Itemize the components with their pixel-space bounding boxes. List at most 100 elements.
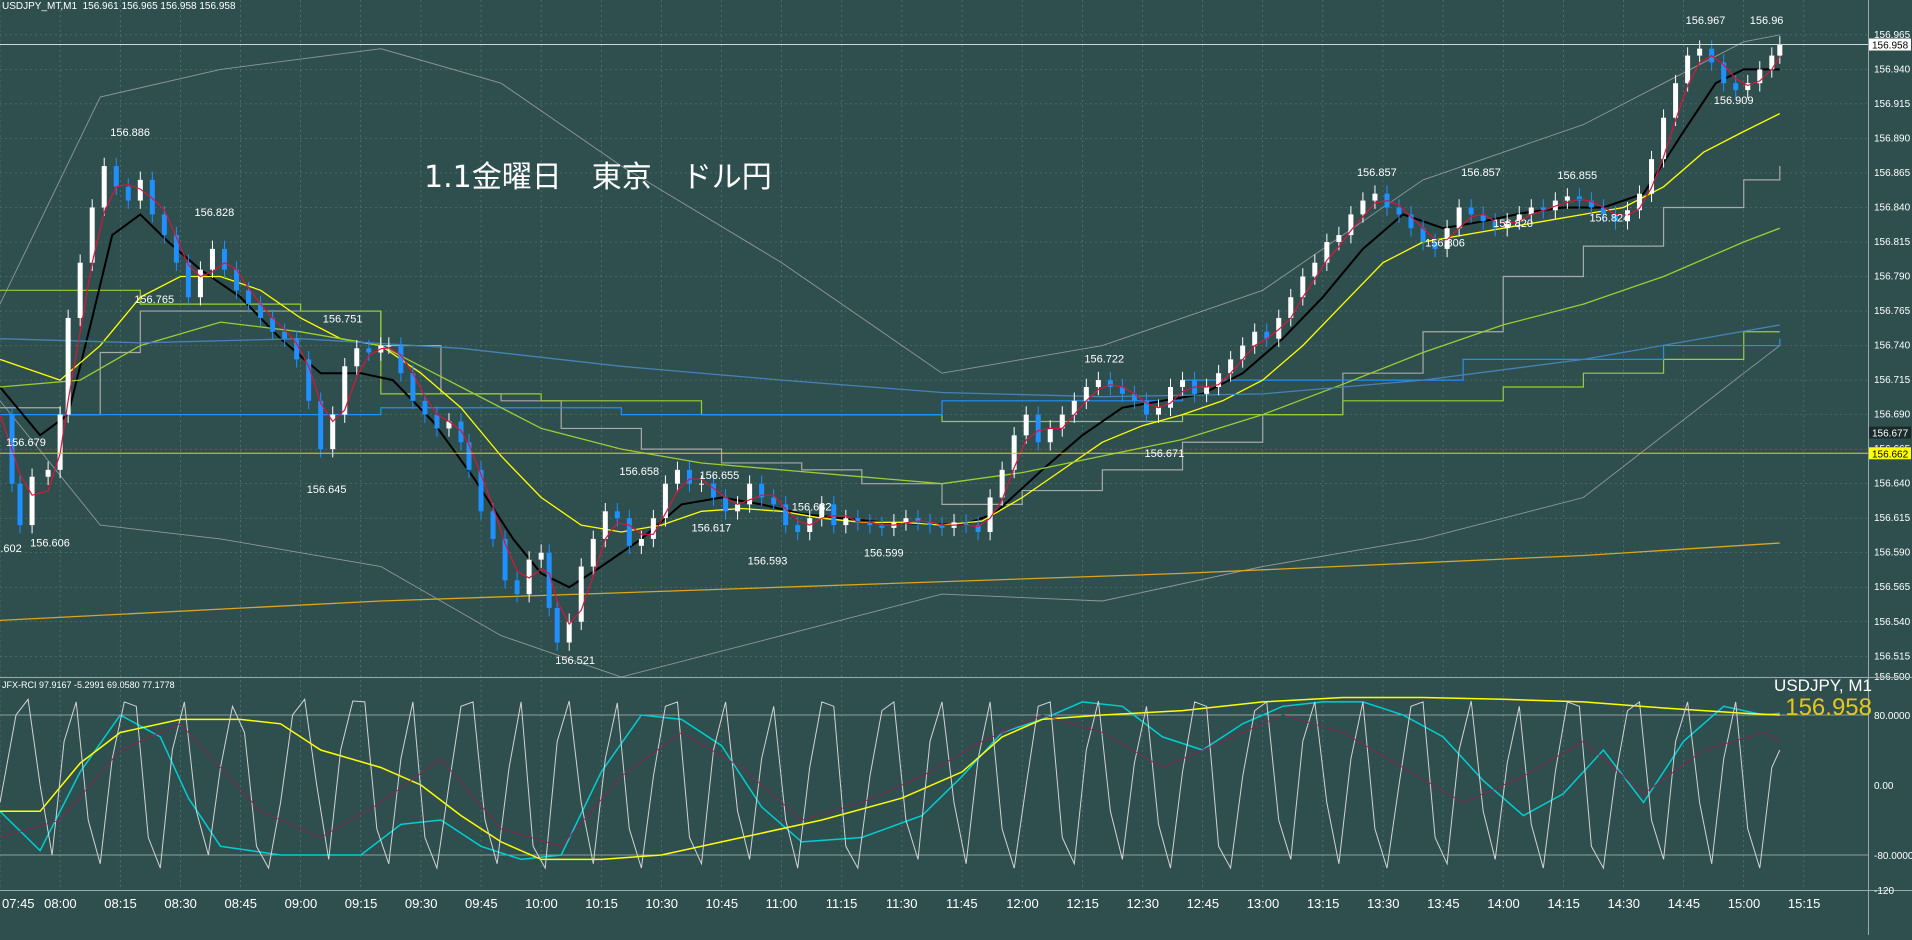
candle-body xyxy=(65,317,71,415)
candle-body xyxy=(1288,297,1294,318)
price-annotation: 156.655 xyxy=(700,470,740,482)
price-annotation: 156.751 xyxy=(323,313,363,325)
x-tick-label: 12:30 xyxy=(1126,896,1159,911)
candle-body xyxy=(458,421,464,443)
candle-body xyxy=(915,518,921,523)
moving-average-line xyxy=(0,324,1780,398)
candle-body xyxy=(1372,193,1378,201)
candle-body xyxy=(354,348,360,367)
candle-body xyxy=(1588,200,1594,208)
candle-body xyxy=(987,497,993,532)
x-tick-label: 11:15 xyxy=(826,896,858,911)
y-tick-label: 156.715 xyxy=(1874,375,1911,386)
y-tick-label: 156.690 xyxy=(1874,410,1911,421)
moving-average-line xyxy=(0,227,1781,485)
candle-body xyxy=(855,518,861,523)
candle-body xyxy=(330,414,336,450)
candle-body xyxy=(1777,44,1783,56)
candle-body xyxy=(1011,435,1017,470)
candle-body xyxy=(101,166,107,208)
y-tick-label: 156.540 xyxy=(1874,617,1911,628)
candle-body xyxy=(1324,242,1330,263)
candle-body xyxy=(398,345,404,374)
candle-body xyxy=(1697,48,1703,56)
oscillator-series-line xyxy=(0,698,1781,871)
candle-body xyxy=(1757,69,1763,84)
price-tag-label: 156.958 xyxy=(1872,41,1909,52)
candle-body xyxy=(1216,373,1222,387)
candle-body xyxy=(963,522,969,526)
y-tick-label: 156.515 xyxy=(1874,651,1911,662)
candle-body xyxy=(650,518,656,539)
x-tick-label: 09:30 xyxy=(405,896,438,911)
candle-body xyxy=(783,504,789,526)
price-annotation: 156.679 xyxy=(6,437,46,449)
candle-body xyxy=(1649,159,1655,194)
candle-body xyxy=(234,269,240,291)
price-tag-label: 156.662 xyxy=(1872,449,1909,460)
price-annotation: 156.857 xyxy=(1357,167,1397,179)
symbol-info: USDJPY_MT,M1 156.961 156.965 156.958 156… xyxy=(2,1,236,12)
candle-body xyxy=(161,214,167,236)
x-tick-label: 15:00 xyxy=(1728,896,1761,911)
candle-body xyxy=(662,483,668,519)
candle-body xyxy=(939,525,945,528)
candle-body xyxy=(1240,345,1246,360)
y-tick-label: 156.865 xyxy=(1874,168,1911,179)
x-tick-label: 14:15 xyxy=(1547,896,1580,911)
candle-body xyxy=(1155,407,1161,415)
candle-body xyxy=(1252,331,1258,346)
candle-body xyxy=(1143,400,1149,415)
candle-body xyxy=(879,525,885,528)
candle-body xyxy=(831,504,837,526)
x-tick-label: 14:00 xyxy=(1487,896,1520,911)
candle-body xyxy=(771,497,777,505)
candle-body xyxy=(546,552,552,608)
x-tick-label: 08:15 xyxy=(104,896,137,911)
candle-body xyxy=(185,262,191,298)
candle-body xyxy=(17,483,23,526)
candle-body xyxy=(1059,414,1065,429)
y-tick-label: 156.740 xyxy=(1874,341,1911,352)
candle-body xyxy=(1769,55,1775,70)
price-annotation: 156.645 xyxy=(307,484,347,496)
candle-body xyxy=(1023,414,1029,436)
candle-body xyxy=(1047,428,1053,443)
oscillator-tick-label: -80.0000 xyxy=(1874,851,1912,862)
x-tick-label: 08:30 xyxy=(164,896,197,911)
candle-body xyxy=(258,304,264,318)
price-tag xyxy=(1869,426,1911,439)
candle-body xyxy=(1264,331,1270,339)
price-annotation: 156.886 xyxy=(110,127,150,139)
x-tick-label: 10:15 xyxy=(585,896,618,911)
price-tag-label: 156.677 xyxy=(1872,429,1909,440)
moving-average-fast-line xyxy=(0,54,1781,626)
price-tag xyxy=(1869,447,1911,460)
candle-body xyxy=(999,469,1005,498)
price-annotation: 156.658 xyxy=(619,466,659,478)
candle-body xyxy=(1119,387,1125,394)
candle-body xyxy=(149,179,155,215)
candle-body xyxy=(466,442,472,470)
candle-body xyxy=(795,525,801,532)
x-tick-label: 15:15 xyxy=(1788,896,1821,911)
candle-body xyxy=(1444,228,1450,249)
candle-body xyxy=(1480,214,1486,222)
candle-body xyxy=(1468,207,1474,215)
oscillator-series-line xyxy=(0,696,1780,861)
price-annotation: 156.967 xyxy=(1686,15,1726,27)
candle-body xyxy=(1528,207,1534,215)
candle-body xyxy=(318,400,324,450)
x-tick-label: 10:45 xyxy=(706,896,739,911)
candle-body xyxy=(1204,387,1210,394)
candle-body xyxy=(1673,83,1679,118)
y-tick-label: 156.590 xyxy=(1874,548,1911,559)
candle-body xyxy=(89,207,95,263)
x-tick-label: 12:15 xyxy=(1066,896,1099,911)
candle-body xyxy=(1180,380,1186,387)
candle-body xyxy=(1733,83,1739,91)
candle-body xyxy=(1408,214,1414,229)
